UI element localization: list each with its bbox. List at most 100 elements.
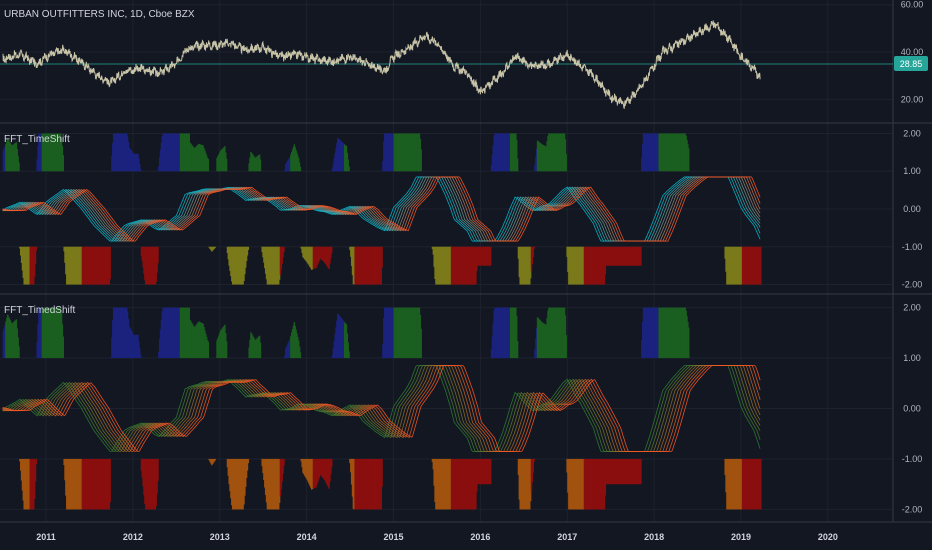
histogram-bar-positive: [511, 133, 514, 172]
fft-timeshift-axis[interactable]: 2.001.000.00-1.00-2.00: [902, 128, 923, 289]
histogram-bar-negative: [319, 458, 322, 475]
histogram-bar-negative: [449, 246, 452, 285]
histogram-bar-negative: [611, 458, 614, 485]
histogram-bar-positive: [687, 321, 689, 359]
histogram-bar-negative: [445, 246, 448, 285]
histogram-bar-positive: [167, 307, 170, 359]
histogram-bar-positive: [552, 307, 554, 359]
histogram-bar-positive: [136, 153, 138, 172]
histogram-bar-negative: [99, 246, 102, 285]
histogram-bar-negative: [466, 246, 468, 285]
histogram-bar-positive: [510, 133, 513, 172]
time-axis-label: 2020: [818, 532, 838, 542]
histogram-bar-negative: [464, 458, 467, 510]
histogram-bar-positive: [254, 340, 256, 359]
histogram-bar-negative: [151, 246, 153, 285]
histogram-bar-positive: [346, 333, 349, 359]
pane-fft-timedshift[interactable]: FFT_TimedShift 2.001.000.00-1.00-2.00: [2, 303, 923, 515]
histogram-bar-positive: [125, 307, 127, 359]
histogram-bar-positive: [133, 153, 136, 172]
histogram-bar-positive: [410, 307, 412, 359]
pane-fft-timeshift[interactable]: FFT_TimeShift 2.001.000.00-1.00-2.00: [2, 128, 923, 290]
histogram-bar-negative: [365, 246, 368, 285]
histogram-bar-positive: [509, 133, 511, 172]
histogram-bar-positive: [418, 307, 421, 359]
histogram-bar-positive: [225, 158, 228, 172]
histogram-bar-negative: [732, 246, 734, 285]
histogram-bar-negative: [152, 458, 154, 510]
histogram-bar-positive: [686, 316, 688, 359]
histogram-bar-positive: [344, 145, 347, 172]
histogram-bar-positive: [121, 307, 124, 359]
histogram-bar-negative: [308, 458, 310, 484]
histogram-bar-negative: [582, 458, 585, 510]
histogram-bar-negative: [365, 458, 368, 510]
histogram-bar-negative: [363, 246, 366, 285]
time-axis[interactable]: 2011 2012 2013 2014 2015 2016 2017 2018 2019 2020: [36, 532, 838, 542]
histogram-bar-negative: [29, 246, 32, 285]
histogram-bar-negative: [464, 246, 467, 285]
histogram-bar-negative: [268, 246, 270, 285]
histogram-bar-negative: [639, 246, 641, 266]
histogram-bar-positive: [4, 324, 6, 359]
histogram-bar-negative: [264, 246, 267, 274]
histogram-bar-positive: [547, 135, 549, 172]
histogram-bar-positive: [17, 337, 19, 359]
histogram-bar-positive: [536, 317, 539, 359]
histogram-bar-negative: [146, 246, 149, 285]
histogram-bar-negative: [311, 246, 314, 270]
histogram-bar-negative: [598, 246, 600, 285]
histogram-bar-negative: [375, 458, 377, 510]
histogram-bar-negative: [623, 458, 626, 485]
histogram-bar-positive: [500, 133, 502, 172]
histogram-bar-positive: [252, 337, 255, 359]
histogram-bar-positive: [503, 133, 506, 172]
histogram-bar-positive: [401, 133, 403, 172]
histogram-bar-negative: [517, 246, 520, 259]
histogram-bar-negative: [568, 246, 570, 285]
histogram-bar-positive: [6, 138, 9, 172]
fft-timedshift-axis[interactable]: 2.001.000.00-1.00-2.00: [902, 303, 923, 515]
histogram-bar-positive: [9, 320, 12, 359]
histogram-bar-positive: [416, 307, 419, 359]
histogram-bar-negative: [92, 246, 94, 285]
histogram-bar-positive: [250, 151, 252, 172]
histogram-bar-positive: [513, 307, 515, 359]
histogram-bar-negative: [619, 246, 621, 266]
histogram-bar-negative: [751, 246, 753, 285]
histogram-bar-positive: [134, 334, 137, 359]
histogram-bar-positive: [139, 168, 142, 172]
histogram-bar-negative: [270, 458, 272, 510]
histogram-bar-positive: [39, 133, 42, 172]
histogram-bar-negative: [79, 246, 81, 285]
histogram-bar-positive: [666, 133, 668, 172]
histogram-bar-positive: [125, 133, 128, 172]
histogram-bar-negative: [522, 458, 524, 510]
pane-price[interactable]: URBAN OUTFITTERS INC, 1D, Cboe BZX 60.00…: [0, 0, 928, 110]
histogram-bar-positive: [643, 307, 646, 359]
histogram-bar-negative: [480, 458, 482, 485]
histogram-bar-negative: [86, 246, 89, 285]
histogram-bar-negative: [68, 246, 71, 285]
histogram-bar-positive: [345, 146, 348, 172]
histogram-bar-positive: [290, 335, 292, 359]
histogram-bar-negative: [322, 246, 324, 261]
histogram-bar-negative: [26, 246, 28, 285]
histogram-bar-positive: [340, 317, 342, 359]
histogram-bar-negative: [607, 458, 609, 485]
histogram-bar-negative: [277, 246, 280, 285]
histogram-bar-negative: [306, 246, 309, 263]
histogram-bar-positive: [201, 323, 204, 359]
histogram-bar-positive: [535, 148, 538, 172]
histogram-bar-negative: [300, 458, 303, 462]
histogram-bar-positive: [408, 133, 410, 172]
histogram-bar-positive: [51, 133, 53, 172]
histogram-bar-negative: [747, 458, 750, 510]
histogram-bar-positive: [257, 155, 259, 172]
histogram-bar-negative: [462, 246, 464, 285]
histogram-bar-negative: [575, 458, 578, 510]
histogram-bar-negative: [71, 246, 73, 285]
histogram-bar-negative: [467, 246, 469, 285]
